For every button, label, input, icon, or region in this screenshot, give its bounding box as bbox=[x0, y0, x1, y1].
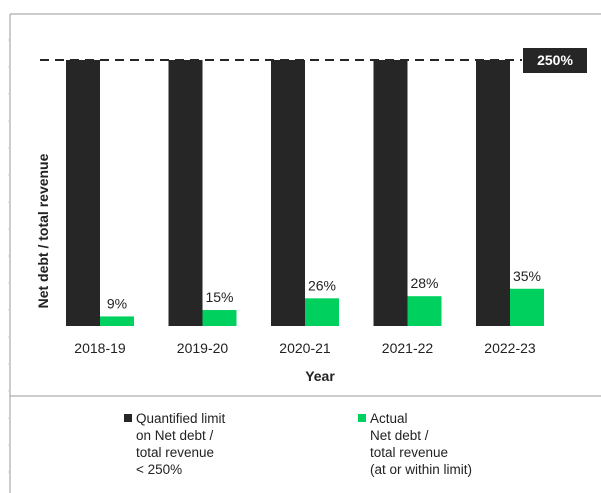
x-tick-label-2019-20: 2019-20 bbox=[177, 340, 229, 356]
bar-actual-2021-22 bbox=[407, 296, 442, 326]
bar-actual-2022-23 bbox=[510, 288, 544, 326]
bar-actual-2020-21 bbox=[305, 298, 339, 326]
data-label-2022-23: 35% bbox=[513, 268, 541, 284]
labels-group: 9% 2018-19 15% 2019-20 26% 2020-21 28% 2021-22 3… bbox=[74, 268, 541, 356]
bars-group bbox=[66, 60, 544, 326]
bar-limit-2021-22 bbox=[373, 60, 408, 326]
data-label-2018-19: 9% bbox=[107, 295, 127, 311]
data-label-2020-21: 26% bbox=[308, 277, 336, 293]
legend-limit-swatch bbox=[124, 414, 132, 422]
legend-actual-swatch bbox=[358, 414, 366, 422]
bar-limit-2022-23 bbox=[476, 60, 510, 326]
bar-limit-2019-20 bbox=[168, 60, 203, 326]
bar-actual-2018-19 bbox=[100, 316, 134, 326]
data-label-2021-22: 28% bbox=[410, 275, 438, 291]
legend-actual: Actual Net debt / total revenue (at or w… bbox=[358, 410, 472, 478]
data-label-2019-20: 15% bbox=[205, 289, 233, 305]
legend-limit: Quantified limit on Net debt / total rev… bbox=[124, 410, 225, 478]
limit-badge bbox=[523, 48, 587, 73]
x-tick-label-2018-19: 2018-19 bbox=[74, 340, 126, 356]
x-tick-label-2020-21: 2020-21 bbox=[279, 340, 331, 356]
x-tick-label-2022-23: 2022-23 bbox=[484, 340, 536, 356]
x-tick-label-2021-22: 2021-22 bbox=[382, 340, 434, 356]
legend-actual-text: Actual Net debt / total revenue (at or w… bbox=[370, 411, 473, 477]
bar-limit-2020-21 bbox=[271, 60, 305, 326]
frame-ticks bbox=[8, 39, 11, 473]
limit-label: 250% bbox=[537, 52, 573, 68]
bar-limit-2018-19 bbox=[66, 60, 100, 326]
x-axis-title: Year bbox=[305, 368, 335, 384]
y-axis-title: Net debt / total revenue bbox=[35, 153, 51, 308]
legend-limit-text: Quantified limit on Net debt / total rev… bbox=[136, 411, 226, 477]
bar-actual-2019-20 bbox=[202, 310, 237, 326]
